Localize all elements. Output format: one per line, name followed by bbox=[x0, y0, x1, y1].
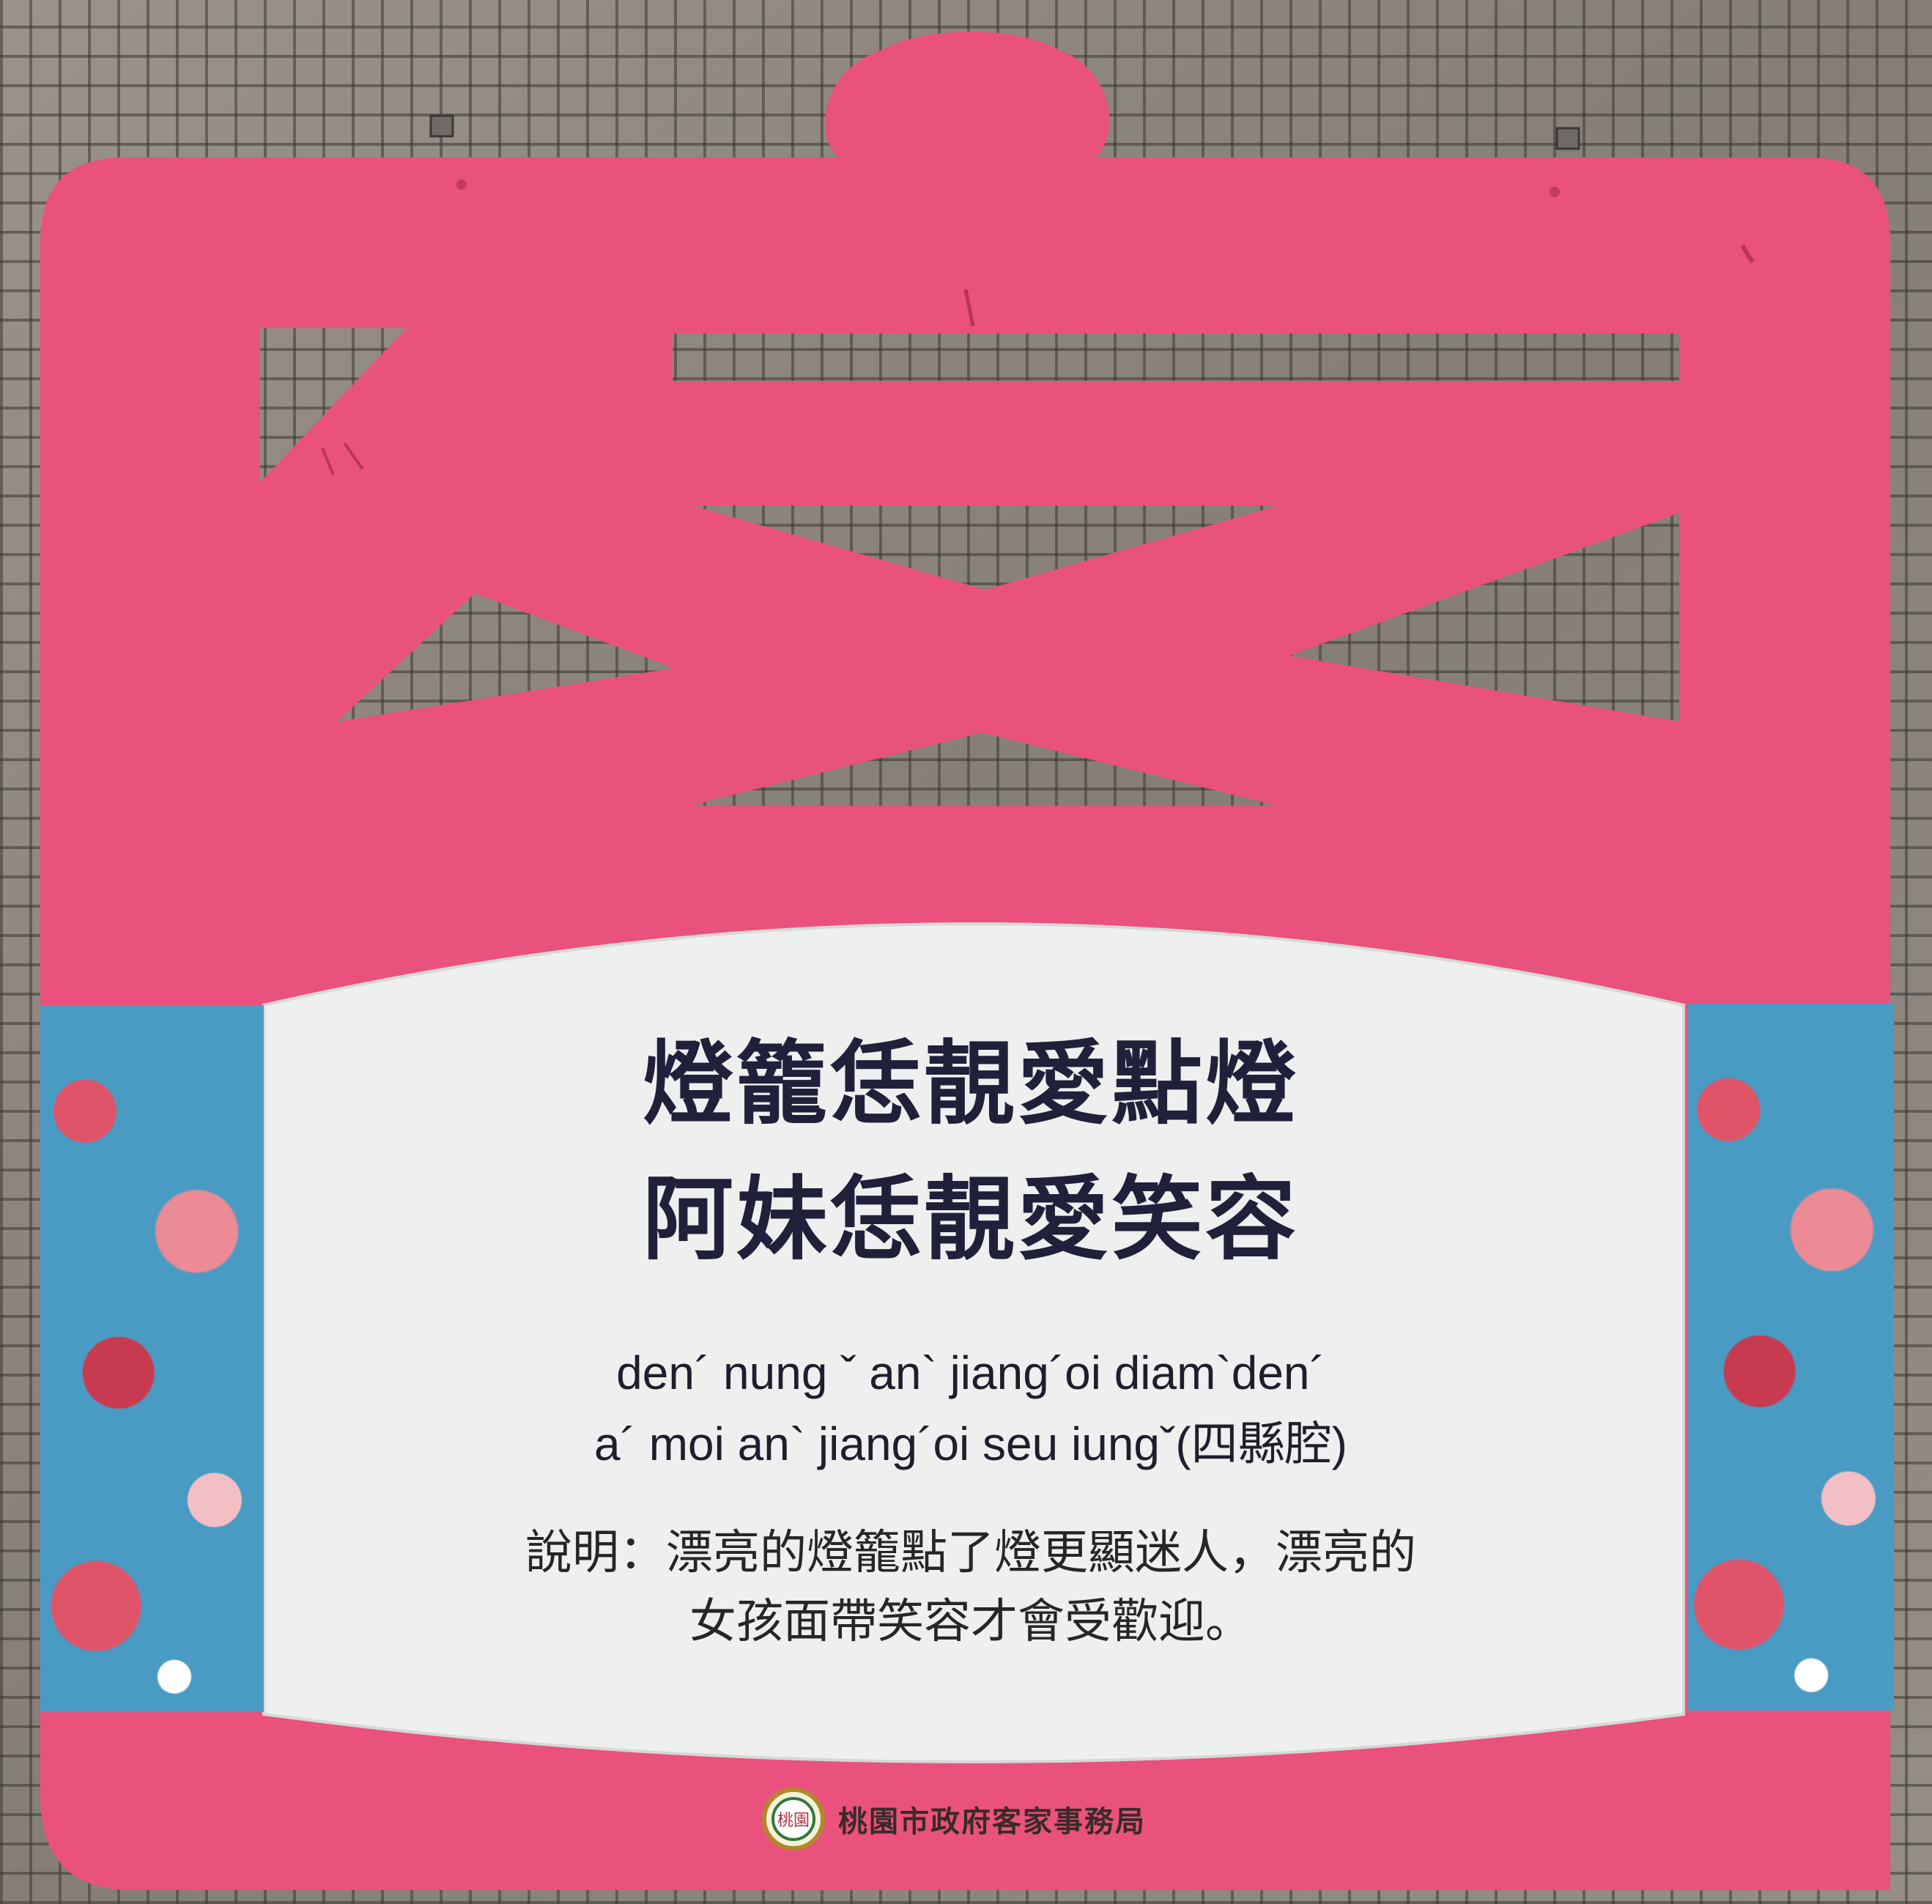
heading-line-2: 阿妹恁靚愛笑容 bbox=[642, 1167, 1299, 1273]
description-line-2: 女孩面帶笑容才會受歡迎。 bbox=[689, 1595, 1252, 1649]
heading-line-1: 燈籠恁靚愛點燈 bbox=[642, 1031, 1299, 1137]
mounting-clip bbox=[1555, 127, 1580, 150]
mounting-clip bbox=[429, 114, 454, 138]
emblem-text: 桃園 bbox=[777, 1812, 810, 1830]
romanization-line-1: den´ nung ˇ an` jiang´oi diam`den´ bbox=[616, 1346, 1325, 1399]
screw-head bbox=[456, 179, 467, 190]
publisher-name: 桃園市政府客家事務局 bbox=[838, 1805, 1146, 1839]
emblem-icon: 桃園 bbox=[762, 1788, 825, 1851]
description-line-1: 說明：漂亮的燈籠點了燈更顯迷人，漂亮的 bbox=[525, 1526, 1416, 1580]
scratch-mark bbox=[963, 289, 975, 327]
floral-panel-right bbox=[1687, 1004, 1894, 1711]
scratch-mark bbox=[321, 442, 364, 475]
floral-panel-left bbox=[40, 1005, 264, 1712]
romanization-line-2: a´ moi an` jiang´oi seu iungˇ(四縣腔) bbox=[594, 1418, 1347, 1470]
text-card bbox=[262, 922, 1685, 1763]
scratch-mark bbox=[1740, 244, 1755, 264]
footer-credit: 桃園 桃園市政府客家事務局 bbox=[762, 1785, 1146, 1853]
screw-head bbox=[1550, 187, 1560, 197]
